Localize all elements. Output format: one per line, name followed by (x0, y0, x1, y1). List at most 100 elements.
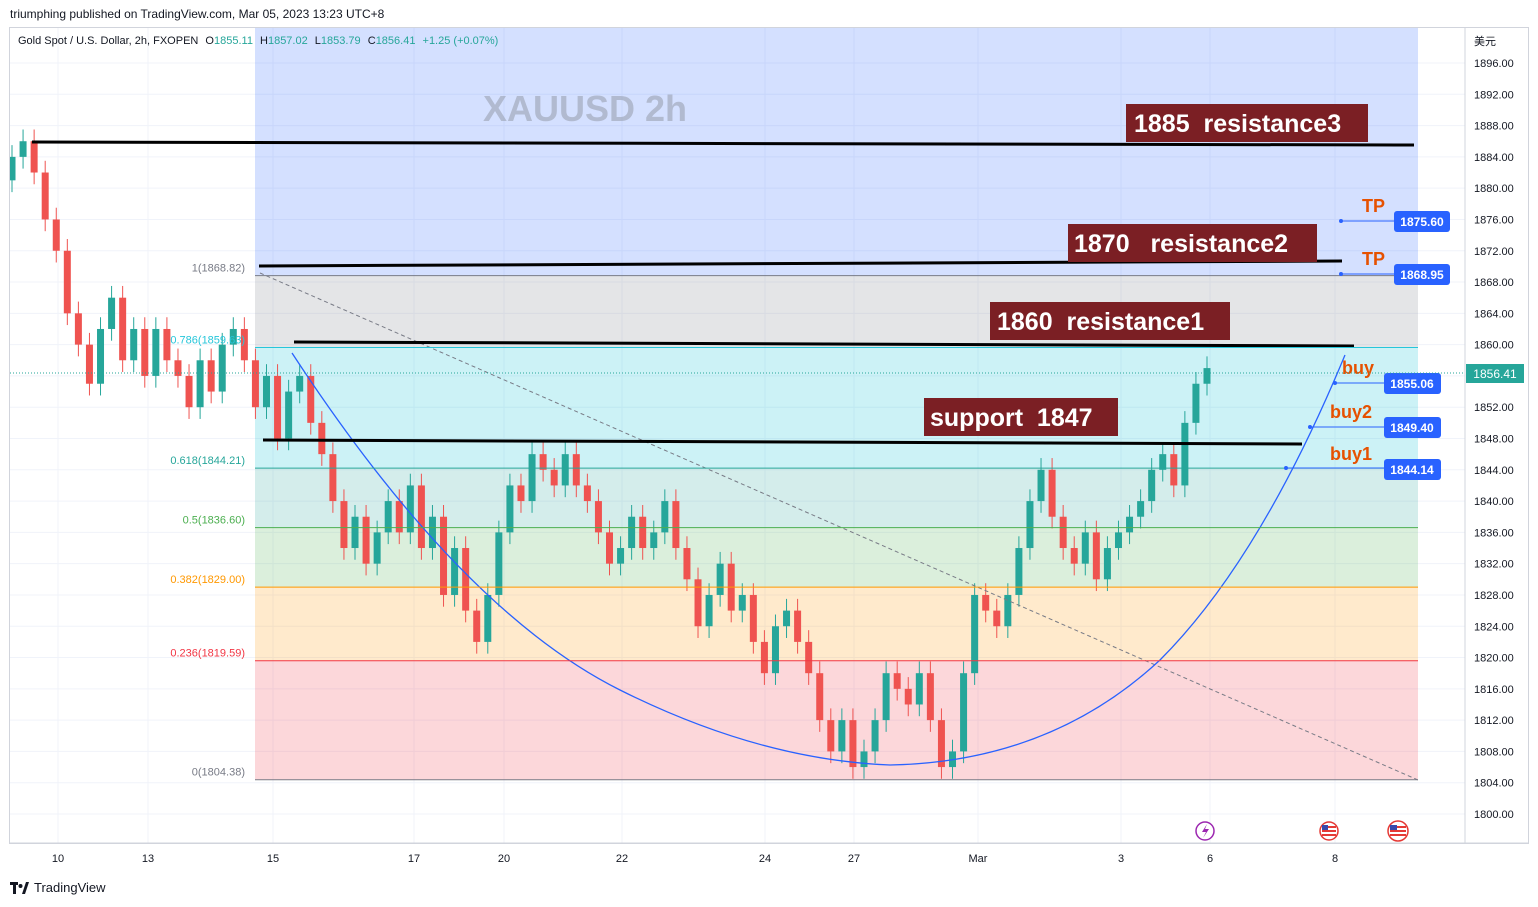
fib-level-label: 0.5(1836.60) (183, 515, 245, 527)
time-tick-label: Mar (969, 853, 988, 865)
tp-price-tag: 1875.60 (1400, 215, 1444, 229)
fib-level-label: 0(1804.38) (192, 767, 245, 779)
candle-body (550, 469, 558, 486)
cup-curve[interactable] (291, 352, 1346, 766)
price-tick-label: 1896.00 (1474, 58, 1514, 70)
candle-body (1103, 548, 1111, 580)
candle-body (694, 579, 702, 627)
candle-body (1048, 469, 1056, 517)
price-tick-label: 1812.00 (1474, 715, 1514, 727)
candle-body (539, 454, 547, 470)
price-tick-label: 1844.00 (1474, 465, 1514, 477)
candle-body (672, 501, 680, 549)
candle-body (196, 360, 204, 408)
candle-body (528, 454, 536, 502)
time-tick-label: 10 (52, 853, 64, 865)
price-tick-label: 1872.00 (1474, 246, 1514, 258)
candle-body (1137, 501, 1145, 517)
resistance1-line[interactable] (293, 340, 1355, 348)
svg-text:1856.41: 1856.41 (1473, 367, 1517, 381)
order-buy1[interactable]: buy1 1844.14 (1284, 444, 1441, 480)
buy-price-tag: 1855.06 (1390, 377, 1434, 391)
buy1-price-tag: 1844.14 (1390, 463, 1434, 477)
ohlc-change: +1.25 (+0.07%) (422, 35, 499, 47)
candle-body (351, 516, 359, 549)
ohlc-open: O1855.11 (205, 35, 253, 47)
fib-level-label: 0.382(1829.00) (170, 574, 245, 586)
time-tick-label: 8 (1332, 853, 1338, 865)
tp-label: TP (1362, 196, 1385, 216)
candle-body (163, 328, 171, 361)
order-tp-lower[interactable]: TP 1868.95 (1339, 249, 1450, 285)
candle-body (705, 594, 713, 627)
candle-body (1092, 532, 1100, 580)
order-buy2[interactable]: buy2 1849.40 (1308, 402, 1441, 438)
fib-zone (255, 660, 1418, 780)
candle-body (506, 485, 514, 533)
price-tick-label: 1884.00 (1474, 152, 1514, 164)
candle-body (428, 516, 436, 549)
candle-body (606, 532, 613, 564)
candle-body (960, 673, 968, 752)
time-tick-label: 13 (142, 853, 154, 865)
candle-body (827, 720, 835, 752)
candle-body (893, 673, 901, 689)
candle-body (362, 516, 370, 564)
candle-body (771, 626, 779, 674)
candle-body (849, 720, 857, 768)
buy-label: buy (1342, 358, 1374, 378)
annotation-support[interactable]: support 1847 (924, 398, 1118, 436)
candle-body (329, 454, 337, 502)
price-tick-label: 1876.00 (1474, 214, 1514, 226)
candle-body (628, 516, 636, 549)
us-flag-event-group-icon[interactable] (1387, 820, 1409, 842)
time-tick-label: 20 (498, 853, 510, 865)
candle-body (1170, 454, 1178, 486)
footer-brand[interactable]: TradingView (10, 880, 106, 895)
candle-body (783, 610, 791, 627)
candle-body (285, 391, 293, 439)
candle-body (617, 548, 625, 564)
candle-body (594, 501, 602, 533)
resistance3-line[interactable] (31, 140, 1415, 147)
candle-body (440, 516, 448, 595)
dashed-trend-line[interactable] (259, 272, 1419, 781)
candle-body (174, 360, 182, 376)
price-tick-label: 1864.00 (1474, 308, 1514, 320)
candle-body (650, 532, 658, 549)
fib-zone (255, 527, 1418, 588)
candle-body (251, 360, 259, 408)
candle-body (406, 485, 414, 533)
candle-body (30, 141, 38, 173)
annotation-resistance2[interactable]: 1870 resistance2 (1068, 224, 1317, 262)
candles (10, 129, 1211, 779)
price-axis[interactable]: 1896.00 1892.00 1888.00 1884.00 1880.00 1876.… (1474, 58, 1514, 821)
order-tp-upper[interactable]: TP 1875.60 (1339, 196, 1450, 232)
annotation-resistance3[interactable]: 1885 resistance3 (1126, 104, 1368, 142)
price-tick-label: 1808.00 (1474, 746, 1514, 758)
candle-body (495, 532, 503, 595)
fib-labels: 1(1868.82) 0.786(1859.63) 0.618(1844.21) 0.… (170, 263, 1418, 781)
ohlc-close: C1856.41 (367, 35, 416, 47)
us-flag-event-icon[interactable] (1319, 821, 1339, 841)
lightning-event-icon[interactable] (1195, 821, 1215, 841)
annotation-text: support 1847 (930, 404, 1093, 432)
candle-body (1159, 454, 1167, 470)
time-tick-label: 22 (616, 853, 628, 865)
candle-body (1114, 532, 1122, 549)
time-axis[interactable]: 10 13 15 17 20 22 24 27 Mar 3 6 8 (52, 853, 1338, 865)
candle-body (395, 501, 403, 533)
annotation-resistance1[interactable]: 1860 resistance1 (990, 302, 1230, 340)
fib-level-label: 1(1868.82) (192, 263, 245, 275)
price-tick-label: 1828.00 (1474, 590, 1514, 602)
support-line[interactable] (262, 438, 1303, 446)
symbol-legend[interactable]: Gold Spot / U.S. Dollar, 2h, FXOPEN O185… (18, 35, 498, 47)
candle-body (561, 454, 569, 486)
currency-label: 美元 (1474, 35, 1496, 48)
price-tick-label: 1820.00 (1474, 653, 1514, 665)
price-tick-label: 1852.00 (1474, 402, 1514, 414)
candle-body (1126, 516, 1134, 533)
candle-body (373, 532, 381, 564)
candle-body (661, 501, 669, 533)
